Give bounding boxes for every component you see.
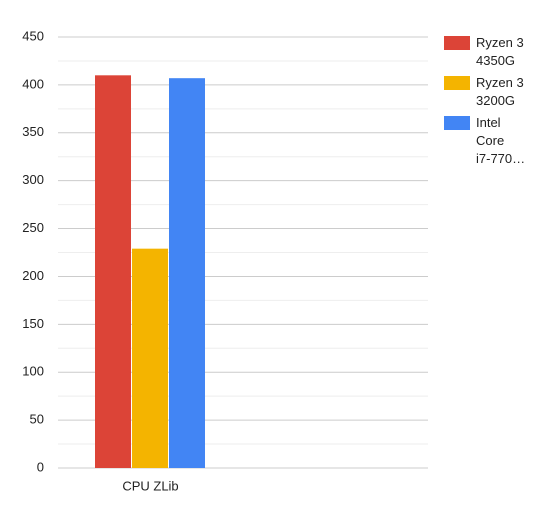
legend-label: Ryzen 3 3200G: [476, 75, 527, 108]
legend-swatch: [444, 36, 470, 50]
y-tick-label: 250: [22, 220, 44, 235]
legend-swatch: [444, 76, 470, 90]
bar: [169, 78, 205, 468]
y-tick-label: 200: [22, 268, 44, 283]
x-tick-label: CPU ZLib: [122, 478, 178, 493]
y-tick-label: 450: [22, 28, 44, 43]
legend-label: Ryzen 3 4350G: [476, 35, 527, 68]
bar: [132, 248, 168, 468]
bar: [95, 75, 131, 469]
y-tick-label: 400: [22, 76, 44, 91]
y-tick-label: 100: [22, 364, 44, 379]
y-tick-label: 0: [37, 459, 44, 474]
y-tick-label: 150: [22, 316, 44, 331]
y-tick-label: 50: [30, 412, 44, 427]
y-tick-label: 350: [22, 124, 44, 139]
legend-swatch: [444, 116, 470, 130]
legend-label: Intel Core i7-770…: [476, 115, 525, 166]
y-tick-label: 300: [22, 172, 44, 187]
